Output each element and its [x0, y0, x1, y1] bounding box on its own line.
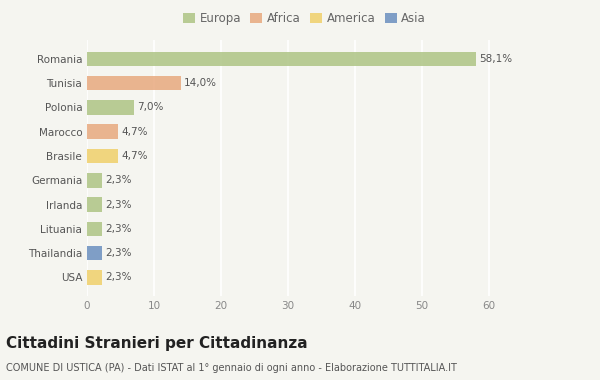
Bar — [87, 246, 103, 260]
Text: 7,0%: 7,0% — [137, 103, 164, 112]
Bar — [87, 100, 134, 115]
Text: 58,1%: 58,1% — [479, 54, 512, 64]
Text: 4,7%: 4,7% — [122, 127, 148, 137]
Text: 4,7%: 4,7% — [122, 151, 148, 161]
Text: COMUNE DI USTICA (PA) - Dati ISTAT al 1° gennaio di ogni anno - Elaborazione TUT: COMUNE DI USTICA (PA) - Dati ISTAT al 1°… — [6, 363, 457, 373]
Bar — [87, 222, 103, 236]
Text: 2,3%: 2,3% — [106, 248, 132, 258]
Bar — [87, 270, 103, 285]
Bar — [87, 124, 118, 139]
Text: 14,0%: 14,0% — [184, 78, 217, 88]
Bar — [87, 173, 103, 188]
Bar — [87, 149, 118, 163]
Text: 2,3%: 2,3% — [106, 200, 132, 210]
Text: Cittadini Stranieri per Cittadinanza: Cittadini Stranieri per Cittadinanza — [6, 336, 308, 351]
Bar — [87, 52, 476, 66]
Bar — [87, 197, 103, 212]
Text: 2,3%: 2,3% — [106, 272, 132, 282]
Bar — [87, 76, 181, 90]
Text: 2,3%: 2,3% — [106, 175, 132, 185]
Text: 2,3%: 2,3% — [106, 224, 132, 234]
Legend: Europa, Africa, America, Asia: Europa, Africa, America, Asia — [181, 10, 428, 28]
